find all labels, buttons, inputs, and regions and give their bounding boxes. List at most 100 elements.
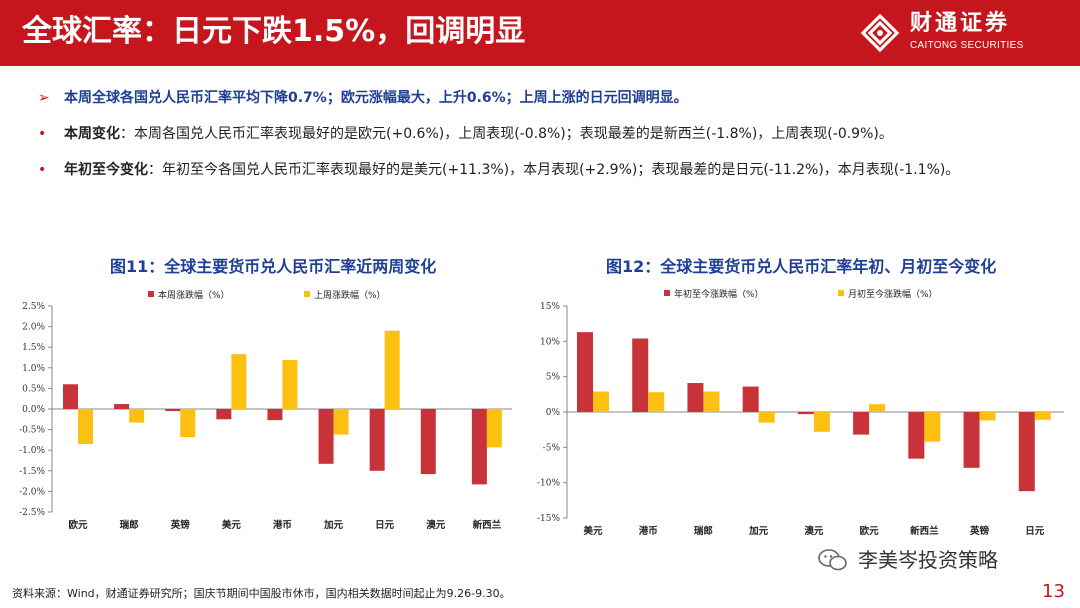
y-tick-label: -0.5% [19,426,45,436]
bar-series2 [703,391,720,412]
bar-series2 [869,404,886,412]
bar-series1 [742,386,759,412]
y-tick-label: 2.5% [22,302,45,312]
legend-swatch [148,291,154,297]
y-tick-label: -5% [543,443,561,453]
y-tick-label: 1.0% [22,364,45,374]
y-tick-label: -1.5% [19,467,45,477]
x-category-label: 日元 [1025,526,1045,537]
bar-series1 [632,338,649,412]
y-tick-label: 0% [546,408,561,418]
page-number: 13 [1042,581,1065,602]
chart12: 15% 10% 5% 0% -5% -10% -15% 美元 港币 瑞郎 加元 澳元 欧元 新西兰 英镑 日元… [537,288,1064,537]
bar-series2 [384,330,400,409]
brand-logo: 财通证券 CAITONG SECURITIES [860,9,1070,59]
bar-series1 [687,383,704,412]
dot-bullet-icon: • [38,162,47,178]
y-tick-label: -10% [537,479,560,489]
y-tick-label: -1.0% [19,446,45,456]
bar-series2 [1034,412,1051,420]
bar-series1 [369,409,385,471]
dot-bullet-icon: • [38,126,47,142]
chart11-title: 图11：全球主要货币兑人民币汇率近两周变化 [110,257,437,276]
x-category-label: 日元 [375,520,395,531]
x-category-label: 港币 [273,519,293,531]
y-tick-label: -2.0% [19,487,45,497]
bar-series1 [471,409,487,485]
x-category-label: 欧元 [68,519,88,531]
chart12-title: 图12：全球主要货币兑人民币汇率年初、月初至今变化 [606,257,997,276]
bar-series1 [853,412,870,435]
summary-text: 本周全球各国兑人民币汇率平均下降0.7%；欧元涨幅最大，上升0.6%；上周上涨的… [64,90,688,106]
arrow-bullet-icon: ➢ [38,90,50,106]
y-tick-label: 5% [546,373,561,383]
y-tick-label: 10% [540,337,560,347]
bullet-text: ：年初至今各国兑人民币汇率表现最好的是美元(+11.3%)，本月表现(+2.9%… [148,162,960,178]
bar-series2 [758,412,775,423]
y-tick-label: -15% [537,514,560,524]
source-note: 资料来源：Wind，财通证券研究所；国庆节期间中国股市休市，国内相关数据时间起止… [12,587,511,600]
bar-series2 [231,354,247,409]
bar-series1 [797,412,814,415]
legend-swatch [304,291,310,297]
x-category-label: 美元 [221,519,242,531]
bar-series2 [180,409,196,438]
bullet-lead: 本周变化 [64,126,120,142]
y-tick-label: 15% [540,302,560,312]
bar-series2 [648,392,665,412]
x-category-label: 澳元 [804,525,824,537]
bar-series1 [420,409,436,475]
bar-series1 [165,409,181,412]
bar-series2 [924,412,941,442]
bar-series2 [813,412,830,432]
y-tick-label: 1.5% [22,343,45,353]
x-category-label: 英镑 [970,525,990,537]
bar-series1 [1018,412,1035,492]
summary-bullet-weekly: • 本周变化：本周各国兑人民币汇率表现最好的是欧元(+0.6%)，上周表现(-0… [38,122,1068,158]
legend-swatch [664,290,670,296]
bar-series1 [577,332,593,412]
caitong-logo-icon [860,13,900,53]
bar-series1 [908,412,925,459]
legend-label: 月初至今涨跌幅（%） [848,288,938,300]
x-category-label: 港币 [639,525,659,537]
x-category-label: 美元 [582,525,603,537]
x-category-label: 新西兰 [473,519,502,531]
bar-series2 [282,359,298,409]
bar-series1 [318,409,334,464]
y-tick-label: 0.0% [22,405,45,415]
x-category-label: 加元 [748,525,769,537]
x-category-label: 加元 [323,519,344,531]
x-category-label: 澳元 [426,519,446,531]
bar-series1 [63,384,78,409]
watermark-text: 李美岑投资策略 [858,548,998,572]
bar-series2 [78,409,93,445]
page-title: 全球汇率：日元下跌1.5%，回调明显 [22,14,526,49]
summary-bullet-main: ➢ 本周全球各国兑人民币汇率平均下降0.7%；欧元涨幅最大，上升0.6%；上周上… [38,86,1068,122]
y-tick-label: 0.5% [22,384,45,394]
bar-series2 [333,409,349,435]
legend-label: 本周涨跌幅（%） [158,289,230,301]
legend-label: 年初至今涨跌幅（%） [674,288,764,300]
wechat-icon [818,549,847,571]
x-category-label: 新西兰 [910,525,939,537]
x-category-label: 英镑 [171,519,191,531]
header-bar: 全球汇率：日元下跌1.5%，回调明显 财通证券 CAITONG SECURITI… [0,0,1080,66]
summary-bullet-ytd: • 年初至今变化：年初至今各国兑人民币汇率表现最好的是美元(+11.3%)，本月… [38,158,1068,194]
x-category-label: 瑞郎 [694,525,714,537]
y-tick-label: 2.0% [22,323,45,333]
legend-swatch [838,290,844,296]
bar-series1 [216,409,232,420]
summary-bullets: ➢ 本周全球各国兑人民币汇率平均下降0.7%；欧元涨幅最大，上升0.6%；上周上… [38,86,1068,194]
brand-name-en: CAITONG SECURITIES [910,40,1024,51]
bar-series1 [963,412,980,468]
bullet-text: ：本周各国兑人民币汇率表现最好的是欧元(+0.6%)，上周表现(-0.8%)；表… [120,126,893,142]
bar-series2 [486,409,502,448]
y-tick-label: -2.5% [19,508,45,518]
bar-series2 [129,409,145,423]
legend-label: 上周涨跌幅（%） [314,289,386,301]
bar-series1 [267,409,283,421]
bar-series2 [979,412,996,421]
brand-name-cn: 财通证券 [910,11,1011,36]
bar-series1 [114,404,130,409]
